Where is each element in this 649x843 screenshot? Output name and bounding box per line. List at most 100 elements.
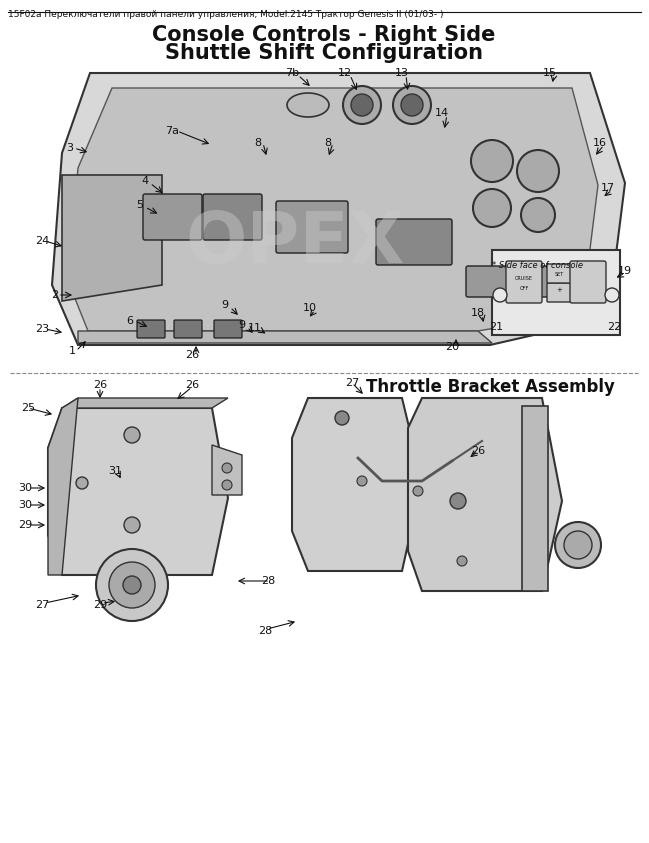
FancyBboxPatch shape	[547, 264, 571, 283]
Circle shape	[517, 150, 559, 192]
Circle shape	[564, 531, 592, 559]
Text: 26: 26	[185, 380, 199, 390]
Polygon shape	[68, 88, 598, 331]
Text: Throttle Bracket Assembly: Throttle Bracket Assembly	[365, 378, 615, 396]
Circle shape	[493, 288, 507, 302]
FancyBboxPatch shape	[174, 320, 202, 338]
Circle shape	[222, 463, 232, 473]
Polygon shape	[48, 408, 228, 575]
Circle shape	[343, 86, 381, 124]
Circle shape	[335, 411, 349, 425]
Text: 27: 27	[345, 378, 359, 388]
Text: 7b: 7b	[285, 68, 299, 78]
Text: 31: 31	[108, 466, 122, 476]
Text: 23: 23	[35, 324, 49, 334]
Ellipse shape	[287, 93, 329, 117]
Text: 30: 30	[18, 483, 32, 493]
Circle shape	[222, 480, 232, 490]
Text: 26: 26	[471, 446, 485, 456]
FancyBboxPatch shape	[547, 283, 571, 302]
Text: 30: 30	[18, 500, 32, 510]
Text: 3: 3	[66, 143, 73, 153]
Polygon shape	[212, 445, 242, 495]
Text: 29: 29	[18, 520, 32, 530]
Text: 20: 20	[445, 342, 459, 352]
FancyBboxPatch shape	[492, 250, 620, 335]
Polygon shape	[62, 398, 228, 408]
Circle shape	[351, 94, 373, 116]
Text: 9: 9	[221, 300, 228, 310]
Text: 5: 5	[136, 200, 143, 210]
Text: 12: 12	[338, 68, 352, 78]
Circle shape	[413, 486, 423, 496]
Text: 26: 26	[185, 350, 199, 360]
FancyBboxPatch shape	[466, 266, 552, 297]
Polygon shape	[78, 331, 492, 343]
Text: 19: 19	[618, 266, 632, 276]
Text: 26: 26	[93, 380, 107, 390]
Text: SET: SET	[554, 272, 563, 277]
Circle shape	[521, 198, 555, 232]
Text: * Side face of console: * Side face of console	[492, 260, 583, 270]
Bar	[522, 406, 548, 591]
Circle shape	[450, 493, 466, 509]
Circle shape	[96, 549, 168, 621]
Text: 13: 13	[395, 68, 409, 78]
Circle shape	[357, 476, 367, 486]
Text: 8: 8	[254, 138, 262, 148]
FancyBboxPatch shape	[376, 219, 452, 265]
Text: 28: 28	[258, 626, 272, 636]
Text: 29: 29	[93, 600, 107, 610]
Text: 14: 14	[435, 108, 449, 118]
Polygon shape	[52, 73, 625, 345]
Circle shape	[457, 556, 467, 566]
Text: 28: 28	[261, 576, 275, 586]
Circle shape	[124, 517, 140, 533]
FancyBboxPatch shape	[143, 194, 202, 240]
FancyBboxPatch shape	[214, 320, 242, 338]
Circle shape	[76, 477, 88, 489]
Circle shape	[555, 522, 601, 568]
Polygon shape	[292, 398, 422, 571]
Circle shape	[123, 576, 141, 594]
FancyBboxPatch shape	[137, 320, 165, 338]
Text: Console Controls - Right Side: Console Controls - Right Side	[153, 25, 496, 45]
Text: 24: 24	[35, 236, 49, 246]
FancyBboxPatch shape	[506, 261, 542, 303]
Text: CRUISE: CRUISE	[515, 276, 533, 281]
Circle shape	[473, 189, 511, 227]
Text: OPEX: OPEX	[185, 208, 405, 277]
Text: 2: 2	[51, 290, 58, 300]
Text: 4: 4	[141, 176, 149, 186]
Text: 15: 15	[543, 68, 557, 78]
Circle shape	[605, 288, 619, 302]
Text: 22: 22	[607, 322, 621, 332]
Circle shape	[393, 86, 431, 124]
Text: 9: 9	[238, 320, 245, 330]
Text: 16: 16	[593, 138, 607, 148]
Text: OFF: OFF	[519, 286, 529, 291]
Text: 21: 21	[489, 322, 503, 332]
Polygon shape	[62, 175, 162, 301]
Text: 25: 25	[21, 403, 35, 413]
Circle shape	[401, 94, 423, 116]
FancyBboxPatch shape	[276, 201, 348, 253]
Text: 7a: 7a	[165, 126, 179, 136]
FancyBboxPatch shape	[203, 194, 262, 240]
Circle shape	[109, 562, 155, 608]
Text: 11: 11	[248, 323, 262, 333]
Text: 8: 8	[324, 138, 332, 148]
Circle shape	[124, 427, 140, 443]
Text: 27: 27	[35, 600, 49, 610]
FancyBboxPatch shape	[570, 261, 606, 303]
Text: 17: 17	[601, 183, 615, 193]
Text: Shuttle Shift Configuration: Shuttle Shift Configuration	[165, 43, 483, 63]
Circle shape	[471, 140, 513, 182]
Text: 1: 1	[69, 346, 75, 356]
Polygon shape	[48, 398, 78, 575]
Text: 10: 10	[303, 303, 317, 313]
Text: 18: 18	[471, 308, 485, 318]
Text: +: +	[556, 287, 562, 293]
Text: 6: 6	[127, 316, 134, 326]
Text: 15F02a Переключатели правой панели управления, Model:2145 Трактор Genesis II (01: 15F02a Переключатели правой панели управ…	[8, 10, 443, 19]
